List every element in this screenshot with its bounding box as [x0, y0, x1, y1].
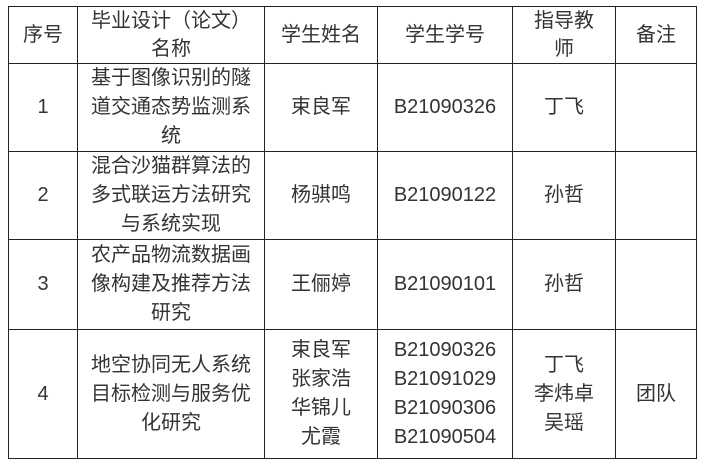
advisor-line: 李炜卓 — [534, 382, 594, 405]
col-header-remark: 备注 — [615, 6, 697, 64]
header-row: 序号 毕业设计（论文）名称 学生姓名 学生学号 指导教师 备注 — [8, 6, 697, 64]
student-id-line: B21090326 — [393, 339, 497, 361]
cell-thesis-title: 基于图像识别的隧道交通态势监测系统 — [77, 63, 265, 152]
table-row: 2 混合沙猫群算法的多式联运方法研究与系统实现 杨骐鸣 B21090122 孙哲 — [8, 151, 697, 240]
cell-student-name: 束良军 — [264, 63, 378, 152]
student-name-line: 尤霞 — [301, 426, 341, 448]
col-header-advisor: 指导教师 — [512, 6, 616, 64]
cell-thesis-title: 混合沙猫群算法的多式联运方法研究与系统实现 — [77, 151, 265, 240]
cell-thesis-title: 地空协同无人系统目标检测与服务优化研究 — [77, 329, 265, 459]
col-header-index: 序号 — [8, 6, 78, 64]
advisor-line: 吴瑶 — [544, 411, 584, 434]
col-header-student-name: 学生姓名 — [264, 6, 378, 64]
cell-advisor: 孙哲 — [512, 239, 616, 330]
table-row: 3 农产品物流数据画像构建及推荐方法研究 王俪婷 B21090101 孙哲 — [8, 239, 697, 330]
cell-student-name: 杨骐鸣 — [264, 151, 378, 240]
table-row: 1 基于图像识别的隧道交通态势监测系统 束良军 B21090326 丁飞 — [8, 63, 697, 152]
advisor-line: 丁飞 — [544, 353, 584, 376]
table-row: 4 地空协同无人系统目标检测与服务优化研究 束良军 张家浩 华锦儿 尤霞 B21… — [8, 329, 697, 459]
student-id-line: B21090306 — [393, 397, 497, 419]
col-header-thesis-title: 毕业设计（论文）名称 — [77, 6, 265, 64]
cell-student-name: 束良军 张家浩 华锦儿 尤霞 — [264, 329, 378, 459]
student-id-line: B21091029 — [393, 368, 497, 390]
cell-student-name: 王俪婷 — [264, 239, 378, 330]
student-name-line: 华锦儿 — [291, 397, 351, 419]
cell-remark — [615, 63, 697, 152]
cell-thesis-title: 农产品物流数据画像构建及推荐方法研究 — [77, 239, 265, 330]
cell-remark — [615, 151, 697, 240]
col-header-student-id: 学生学号 — [377, 6, 513, 64]
cell-advisor: 丁飞 — [512, 63, 616, 152]
student-name-line: 束良军 — [291, 339, 351, 361]
cell-remark — [615, 239, 697, 330]
cell-student-id: B21090122 — [377, 151, 513, 240]
cell-index: 2 — [8, 151, 78, 240]
cell-student-id: B21090326 B21091029 B21090306 B21090504 — [377, 329, 513, 459]
cell-student-id: B21090326 — [377, 63, 513, 152]
cell-remark: 团队 — [615, 329, 697, 459]
student-name-line: 张家浩 — [291, 368, 351, 390]
cell-advisor: 孙哲 — [512, 151, 616, 240]
cell-index: 1 — [8, 63, 78, 152]
cell-index: 3 — [8, 239, 78, 330]
cell-student-id: B21090101 — [377, 239, 513, 330]
student-id-line: B21090504 — [393, 426, 497, 448]
cell-index: 4 — [8, 329, 78, 459]
cell-advisor: 丁飞 李炜卓 吴瑶 — [512, 329, 616, 459]
graduation-thesis-table: 序号 毕业设计（论文）名称 学生姓名 学生学号 指导教师 备注 1 基于图像识别… — [8, 6, 697, 459]
